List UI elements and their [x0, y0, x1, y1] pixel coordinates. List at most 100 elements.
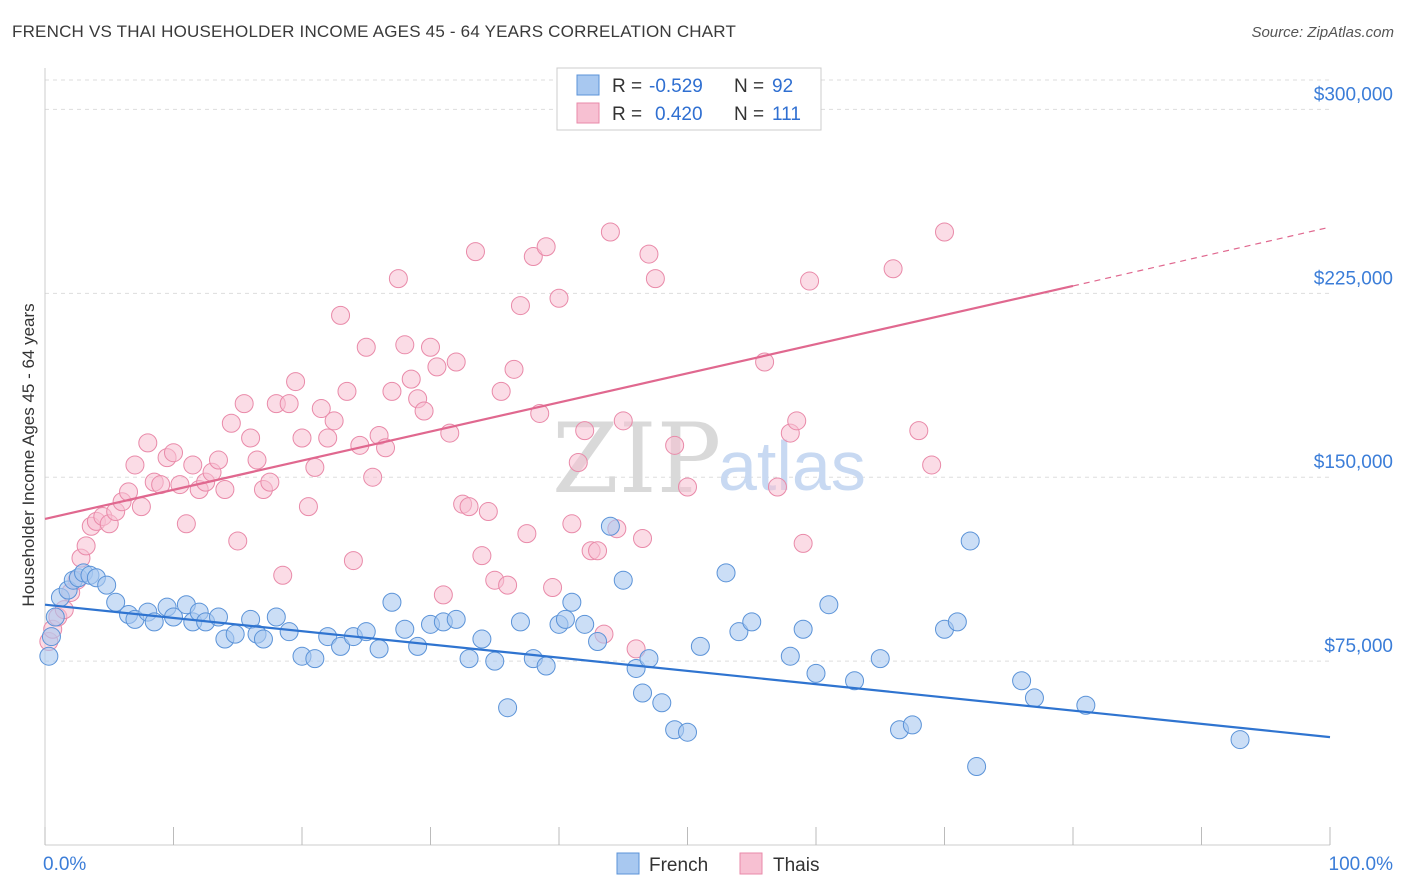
- thai-point: [935, 222, 954, 242]
- french-point: [369, 639, 389, 659]
- thai-point: [228, 531, 248, 551]
- french-point: [678, 722, 697, 742]
- thai-point: [767, 477, 787, 497]
- legend-n-value-french: 92: [772, 76, 793, 97]
- french-point: [225, 624, 245, 644]
- french-point: [716, 563, 736, 583]
- thai-point: [208, 450, 228, 470]
- french-point: [331, 636, 351, 656]
- french-point: [639, 649, 659, 669]
- french-point: [39, 646, 59, 666]
- thai-point: [588, 541, 608, 561]
- thai-point: [234, 394, 254, 414]
- y-tick-label: $150,000: [1314, 452, 1393, 473]
- french-point: [555, 609, 575, 629]
- french-point: [356, 622, 376, 642]
- french-point: [1024, 688, 1044, 708]
- y-tick-label: $225,000: [1314, 268, 1393, 289]
- thai-point: [600, 222, 620, 242]
- thai-point: [800, 271, 820, 291]
- thai-point: [562, 514, 582, 534]
- thai-point: [626, 639, 646, 659]
- x-tick-label-max: 100.0%: [1329, 854, 1394, 875]
- legend-r-label-thai: R =: [612, 104, 642, 125]
- french-point: [395, 619, 415, 639]
- french-point: [562, 592, 582, 612]
- watermark: ZIP atlas: [552, 403, 866, 515]
- thai-point: [247, 450, 267, 470]
- thai-point: [472, 546, 492, 566]
- french-point: [613, 570, 633, 590]
- thai-point: [164, 443, 183, 463]
- french-point: [472, 629, 492, 649]
- french-point: [729, 622, 749, 642]
- thai-point: [273, 565, 293, 585]
- thai-point: [382, 381, 402, 401]
- thai-point: [465, 242, 485, 262]
- thai-point: [568, 453, 588, 472]
- thai-point: [678, 477, 697, 497]
- thai-point: [517, 524, 537, 544]
- french-point: [588, 631, 608, 651]
- thai-point: [286, 372, 306, 392]
- thai-point: [645, 269, 665, 289]
- trend-lines: [44, 226, 1331, 739]
- thai-point: [331, 305, 351, 325]
- french-point: [446, 609, 466, 629]
- french-point: [459, 649, 479, 669]
- french-point: [253, 629, 273, 649]
- french-point: [510, 612, 530, 632]
- legend-n-value-thai: 111: [772, 104, 801, 125]
- thai-point: [215, 479, 235, 499]
- legend-swatch-french: [576, 74, 600, 96]
- thai-point: [131, 497, 151, 517]
- french-point: [742, 612, 762, 632]
- thai-point: [311, 399, 331, 419]
- thai-trend-extension: [1072, 226, 1331, 287]
- french-point: [626, 658, 646, 678]
- french-point: [1230, 730, 1250, 750]
- thai-point: [260, 472, 280, 492]
- french-point: [793, 619, 813, 639]
- french-point: [45, 607, 65, 627]
- thai-point: [337, 381, 357, 401]
- thai-point: [305, 457, 325, 477]
- french-point: [382, 592, 402, 612]
- thai-point: [883, 259, 903, 279]
- french-point: [1012, 671, 1032, 691]
- thai-point: [421, 337, 440, 357]
- french-point: [279, 622, 299, 642]
- french-point: [819, 595, 839, 615]
- french-trend-line: [44, 603, 1331, 739]
- thai-point: [176, 514, 196, 534]
- thai-point: [491, 381, 511, 401]
- legend-r-label-french: R =: [612, 76, 642, 97]
- thai-point: [414, 401, 434, 421]
- thai-point: [343, 551, 363, 571]
- thai-point: [318, 428, 338, 448]
- y-axis-title: Householder Income Ages 45 - 64 years: [19, 303, 38, 606]
- thai-point: [510, 296, 530, 316]
- thai-point: [633, 529, 653, 549]
- legend-n-label-french: N =: [734, 76, 764, 97]
- thai-point: [639, 244, 659, 264]
- thai-point: [363, 467, 383, 487]
- french-point: [780, 646, 800, 666]
- bottom-legend-swatch-thai: [739, 852, 763, 875]
- bottom-legend-swatch-french: [616, 852, 640, 875]
- thai-point: [536, 237, 556, 257]
- chart-title: FRENCH VS THAI HOUSEHOLDER INCOME AGES 4…: [12, 22, 737, 41]
- thai-point: [298, 497, 318, 517]
- bottom-legend: French Thais: [616, 852, 819, 876]
- french-point: [633, 683, 653, 703]
- thai-point: [478, 502, 498, 522]
- legend-box: R = -0.529 N = 92 R = 0.420 N = 111: [556, 67, 822, 131]
- legend-frame: [556, 67, 822, 131]
- y-tick-label: $300,000: [1314, 84, 1393, 105]
- thai-point: [183, 455, 203, 475]
- french-point: [1076, 695, 1096, 715]
- axes: 0.0% 100.0%: [43, 68, 1393, 875]
- french-point: [870, 649, 890, 669]
- y-tick-label: $75,000: [1324, 636, 1393, 657]
